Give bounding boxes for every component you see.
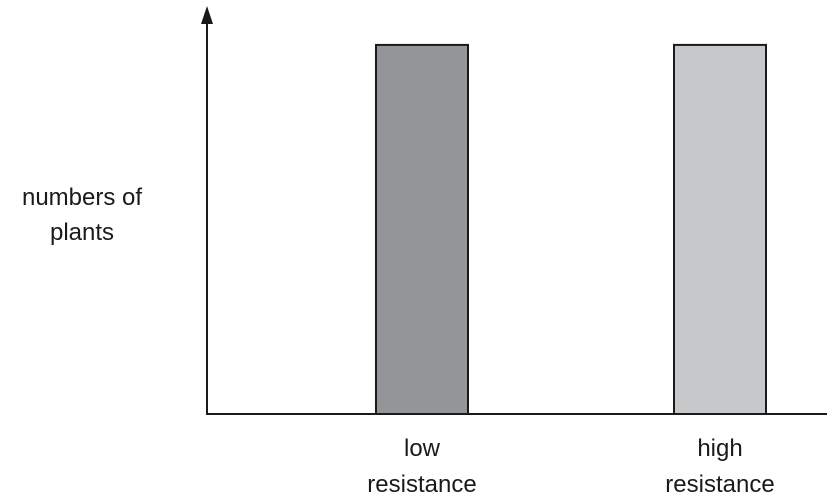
y-axis-label-line-2: plants [50,219,114,246]
x-tick-label-low-line-2: resistance [367,471,476,498]
x-tick-label-high-line-2: resistance [665,471,774,498]
bar-high-resistance [673,43,767,416]
x-tick-label-low-line-1: low [404,435,441,462]
y-axis-arrowhead [201,6,213,24]
y-axis-label-line-1: numbers of [22,184,142,211]
x-tick-label-high-line-1: high [697,435,742,462]
y-axis-label: numbers of plants [22,184,142,246]
x-tick-labels: low resistance high resistance [367,435,774,498]
bar-low-resistance [375,43,469,416]
bars [375,43,767,416]
